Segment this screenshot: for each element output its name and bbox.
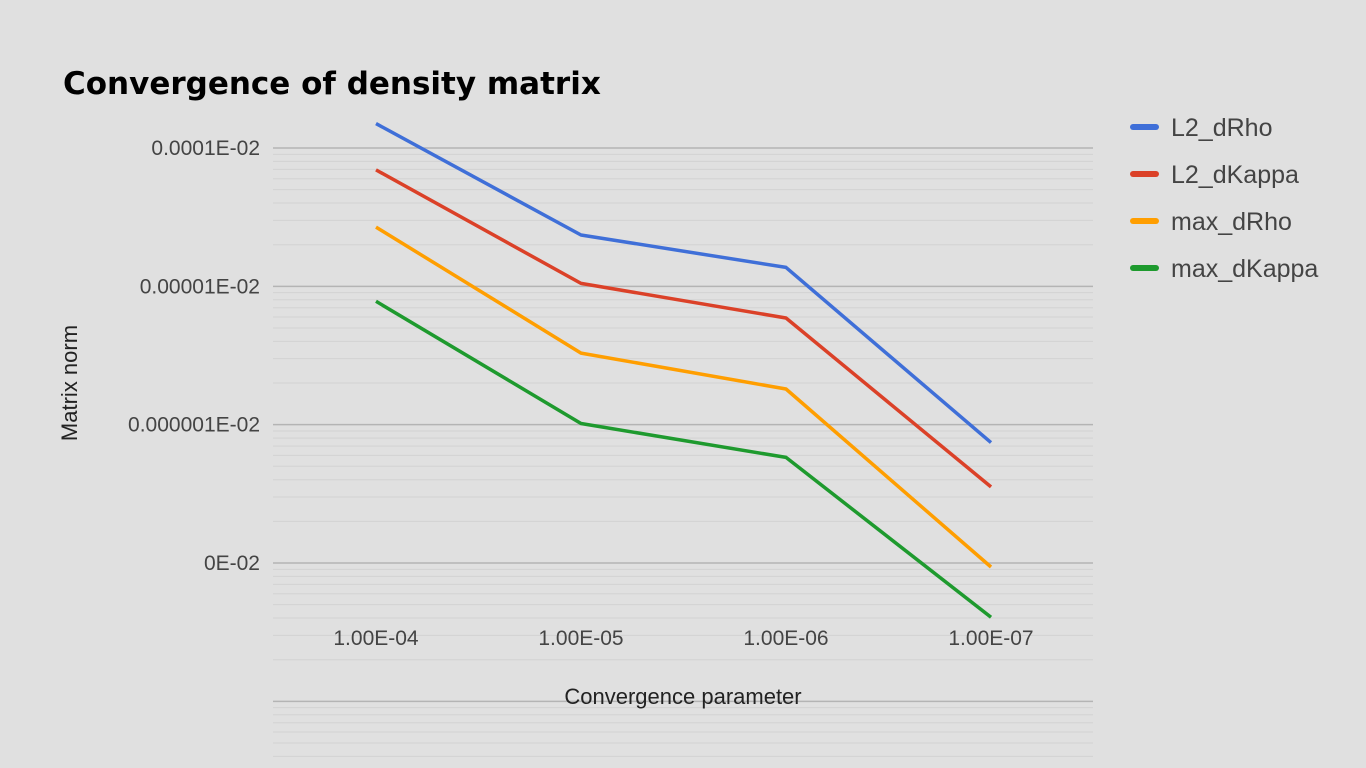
series-line-max-drho	[375, 225, 993, 569]
y-tick-label: 0.00001E-02	[140, 275, 260, 298]
legend-label-l2-dkappa: L2_dKappa	[1171, 161, 1299, 189]
x-tick-label: 1.00E-05	[538, 627, 623, 650]
y-axis-ticks: 0.0001E-02 0.00001E-02 0.000001E-02 0E-02	[128, 137, 260, 575]
legend-label-l2-drho: L2_dRho	[1171, 114, 1272, 142]
series-lines	[375, 122, 993, 619]
series-line-max-dkappa	[375, 299, 993, 619]
x-axis-title: Convergence parameter	[564, 684, 801, 709]
chart-title: Convergence of density matrix	[63, 66, 601, 102]
series-line-l2-dkappa	[375, 168, 993, 489]
y-tick-label: 0E-02	[204, 552, 260, 575]
legend-label-max-dkappa: max_dKappa	[1171, 255, 1318, 283]
y-tick-label: 0.0001E-02	[151, 137, 260, 160]
x-tick-label: 1.00E-07	[948, 627, 1033, 650]
x-tick-label: 1.00E-06	[743, 627, 828, 650]
y-tick-label: 0.000001E-02	[128, 414, 260, 437]
legend-label-max-drho: max_dRho	[1171, 208, 1292, 236]
grid	[273, 147, 1093, 757]
x-tick-label: 1.00E-04	[333, 627, 419, 650]
legend: L2_dRho L2_dKappa max_dRho max_dKappa	[1130, 114, 1318, 283]
x-axis-ticks: 1.00E-04 1.00E-05 1.00E-06 1.00E-07	[333, 627, 1033, 650]
y-axis-title: Matrix norm	[57, 325, 82, 441]
series-line-l2-drho	[375, 122, 993, 444]
